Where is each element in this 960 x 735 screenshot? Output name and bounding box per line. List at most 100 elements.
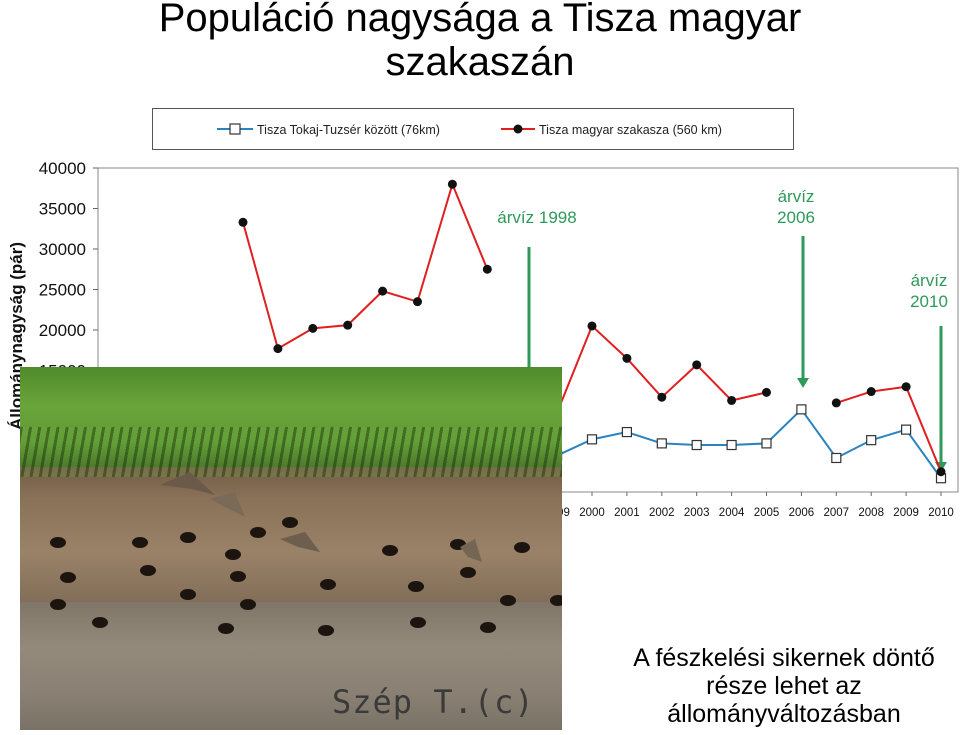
nest-hole [140,565,156,576]
photo-credit: Szép T.(c) [332,683,535,721]
y-tick-label: 35000 [39,200,86,219]
nest-hole [480,622,496,633]
nest-hole [218,623,234,634]
nest-hole [318,625,334,636]
data-point [726,439,737,451]
data-point [621,426,633,438]
river-water [20,602,562,730]
caption-line-2: része lehet az [706,672,862,700]
y-tick-label: 30000 [39,240,86,259]
page-title: Populáció nagysága a Tisza magyar szakas… [0,0,960,84]
nest-hole [92,617,108,628]
data-point [900,424,912,435]
data-point [936,467,946,477]
nest-hole [282,517,298,528]
data-point [691,439,702,451]
x-tick-label: 2009 [893,507,919,519]
nest-hole [132,537,148,548]
legend-label-tokaj: Tisza Tokaj-Tuzsér között (76km) [257,123,440,137]
caption-line-3: állományváltozásban [667,700,901,728]
data-point [866,387,876,397]
annotation-label: árvíz 2006 [777,187,815,227]
data-point [901,382,911,392]
x-tick-label: 2004 [719,507,745,519]
nest-hole [550,595,562,606]
data-point [586,434,598,445]
data-point [831,452,842,464]
nest-hole [225,549,241,560]
data-point [727,395,737,405]
data-point [761,438,772,449]
data-point [796,404,807,415]
data-point [447,179,457,189]
data-point [482,264,492,274]
data-point [831,398,841,408]
data-point [762,387,771,397]
data-point [657,392,667,402]
caption-line-1: A fészkelési sikernek döntő [633,644,935,672]
annotation-label: árvíz 1998 [497,208,576,227]
birds [160,472,482,562]
bird-icon [460,539,482,562]
nest-hole [60,572,76,583]
nest-hole [460,567,476,578]
nest-hole [180,532,196,543]
x-tick-label: 2002 [649,507,675,519]
series-line [556,407,942,479]
data-point [343,320,353,330]
data-point [656,438,667,449]
arrow-head-icon [797,378,809,388]
nest-hole [410,617,426,628]
data-point [378,286,388,296]
legend-entry-tokaj: Tisza Tokaj-Tuzsér között (76km) [217,123,440,137]
x-tick-label: 2001 [614,507,640,519]
data-point [413,297,422,307]
nest-hole [230,571,246,582]
nest-hole [514,542,530,553]
data-point [308,323,318,333]
sand-martin-colony-photo [20,367,562,730]
legend-entry-magyar: Tisza magyar szakasza (560 km) [501,123,722,137]
nest-hole [50,599,66,610]
x-tick-label: 2008 [858,507,884,519]
series-line [835,385,942,473]
nest-hole [180,589,196,600]
nest-hole [50,537,66,548]
nest-hole [500,595,516,606]
data-point [692,360,702,370]
bird-icon [160,472,215,495]
data-point [622,353,632,363]
x-tick-label: 2007 [824,507,850,519]
y-tick-label: 20000 [39,321,86,340]
y-tick-label: 25000 [39,281,86,300]
x-tick-label: 2005 [754,507,780,519]
caption: A fészkelési sikernek döntő része lehet … [592,644,960,728]
x-tick-label: 2006 [789,507,815,519]
x-tick-label: 2000 [579,507,605,519]
series-0 [551,404,947,484]
annotation-label: árvíz 2010 [910,271,948,311]
series-line [242,181,489,351]
data-point [866,435,877,446]
x-tick-label: 2010 [928,507,954,519]
nest-hole [382,545,398,556]
bird-icon [210,492,245,517]
data-point [238,217,248,227]
title-line-1: Populáció nagysága a Tisza magyar [158,0,802,40]
flood-annotations: árvíz 1998 árvíz 2006 árvíz 2010 [497,187,948,472]
title-line-2: szakaszán [385,40,575,84]
bird-icon [280,532,320,552]
x-tick-label: 2003 [684,507,710,519]
nest-hole [450,539,466,550]
series-1 [238,179,946,477]
chart-series [238,179,947,484]
data-point [587,321,597,331]
data-point [273,344,283,354]
nest-hole [320,579,336,590]
nest-hole [408,581,424,592]
annotation-2006: árvíz 2006 [777,187,815,388]
y-tick-label: 40000 [39,159,86,178]
nest-hole [240,599,256,610]
nest-hole [250,527,266,538]
legend-label-magyar: Tisza magyar szakasza (560 km) [539,123,722,137]
